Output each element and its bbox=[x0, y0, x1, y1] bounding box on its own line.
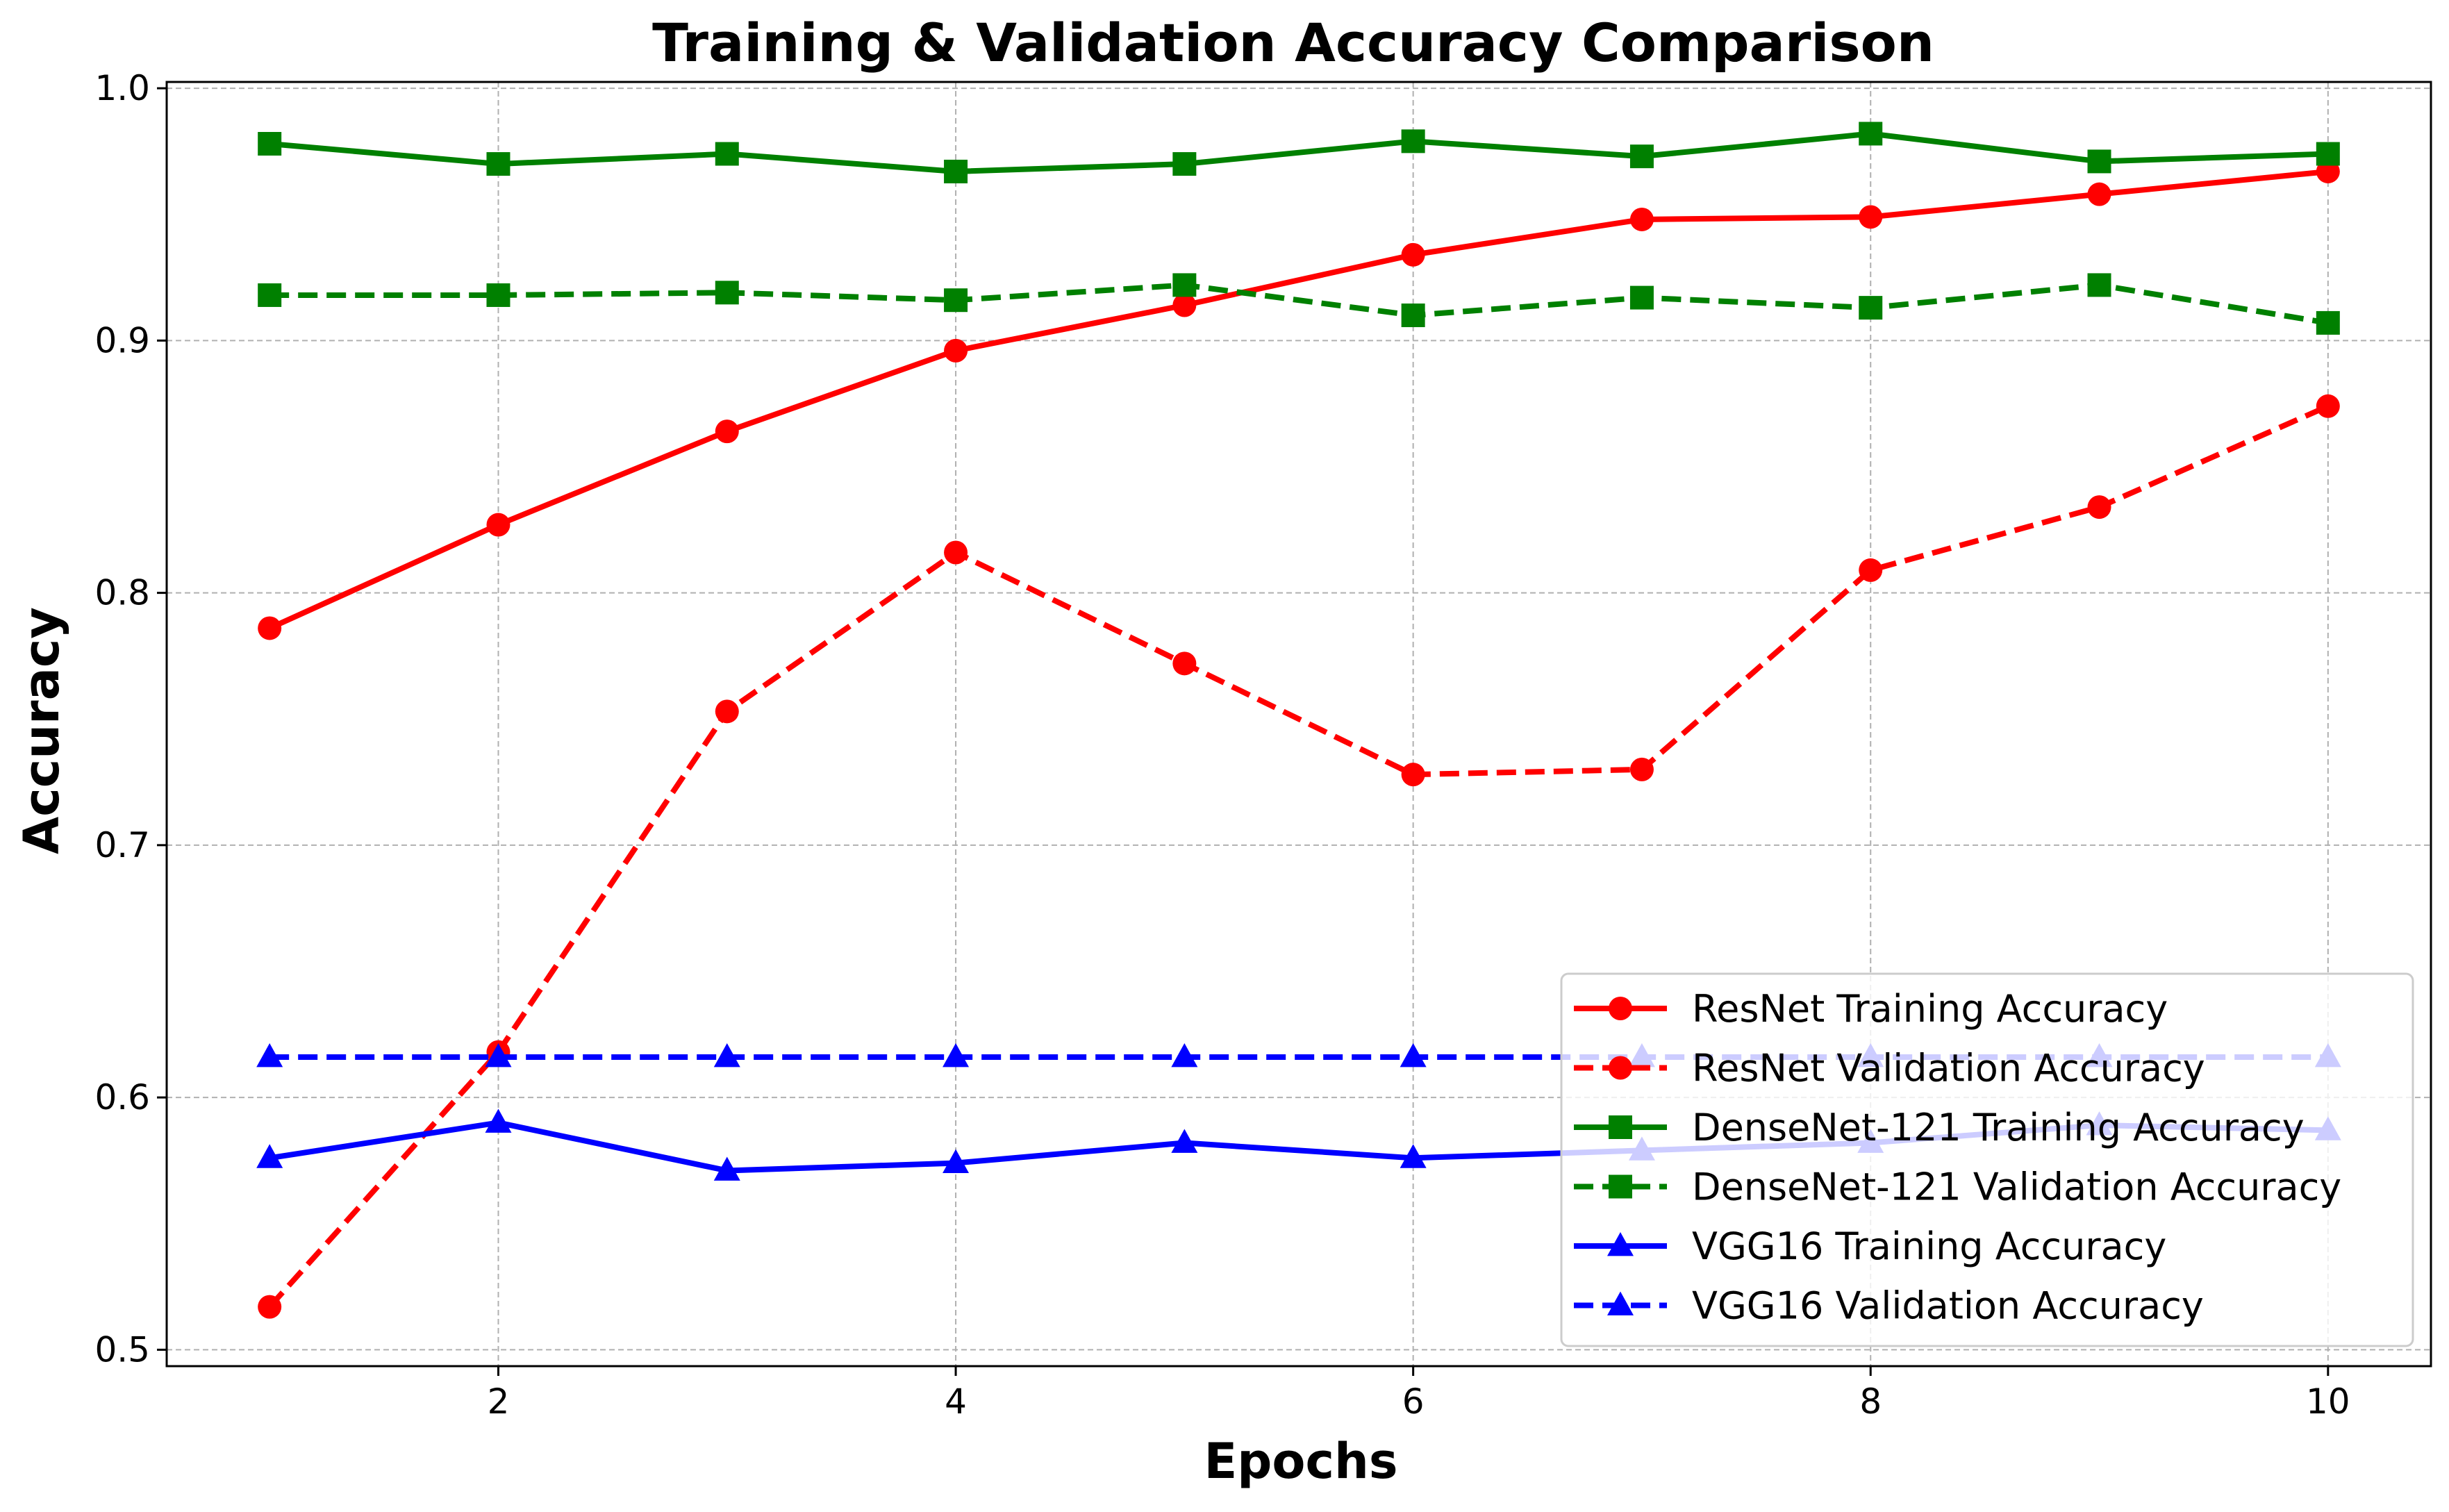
data-point bbox=[485, 1108, 512, 1133]
data-point bbox=[1171, 1129, 1198, 1153]
data-point bbox=[1629, 207, 1654, 231]
data-point bbox=[1401, 242, 1425, 267]
data-point bbox=[1629, 757, 1654, 781]
series-0 bbox=[258, 159, 2340, 640]
series-line bbox=[269, 131, 2328, 174]
y-tick-label: 1.0 bbox=[94, 68, 150, 108]
data-point bbox=[715, 281, 739, 305]
data-point bbox=[486, 283, 510, 307]
data-point bbox=[1401, 763, 1425, 787]
legend-marker bbox=[1609, 1174, 1632, 1199]
x-tick-label: 10 bbox=[2306, 1381, 2350, 1422]
series-1 bbox=[258, 394, 2340, 1319]
series-3 bbox=[258, 273, 2340, 335]
y-tick-label: 0.5 bbox=[94, 1329, 150, 1370]
data-point bbox=[486, 513, 510, 537]
data-point bbox=[258, 131, 282, 156]
data-point bbox=[2316, 394, 2340, 418]
y-tick-label: 0.6 bbox=[94, 1077, 150, 1118]
data-point bbox=[2316, 310, 2340, 335]
data-point bbox=[1859, 122, 1883, 146]
data-point bbox=[715, 699, 739, 724]
legend-box bbox=[1560, 972, 2414, 1347]
series-line bbox=[268, 168, 2329, 631]
data-point bbox=[1172, 273, 1197, 297]
data-point bbox=[1859, 296, 1883, 320]
y-tick-label: 0.9 bbox=[94, 320, 150, 360]
y-tick-label: 0.8 bbox=[94, 573, 150, 613]
legend-label: ResNet Training Accuracy bbox=[1692, 987, 2168, 1031]
x-tick-label: 8 bbox=[1859, 1381, 1882, 1422]
data-point bbox=[944, 288, 968, 313]
series-group bbox=[256, 122, 2341, 1319]
legend-marker bbox=[1607, 1232, 1634, 1256]
data-point bbox=[944, 338, 968, 363]
legend-item: DenseNet-121 Training Accuracy bbox=[1574, 1106, 2305, 1149]
data-point bbox=[944, 540, 968, 565]
legend-label: DenseNet-121 Validation Accuracy bbox=[1692, 1165, 2341, 1209]
series-line bbox=[267, 404, 2330, 1309]
data-point bbox=[1400, 1144, 1427, 1168]
data-point bbox=[258, 283, 282, 307]
data-point bbox=[485, 1043, 512, 1067]
data-point bbox=[1629, 285, 1654, 310]
x-axis-label: Epochs bbox=[1204, 1433, 1397, 1490]
data-point bbox=[1171, 1043, 1198, 1067]
data-point bbox=[1400, 1043, 1427, 1067]
chart-title: Training & Validation Accuracy Compariso… bbox=[652, 12, 1934, 74]
legend-label: ResNet Validation Accuracy bbox=[1692, 1047, 2205, 1090]
data-point bbox=[2087, 182, 2111, 206]
legend-item: VGG16 Validation Accuracy bbox=[1574, 1284, 2204, 1328]
data-point bbox=[1859, 205, 1883, 229]
data-point bbox=[943, 1043, 970, 1067]
data-point bbox=[258, 1295, 282, 1319]
legend-item: DenseNet-121 Validation Accuracy bbox=[1574, 1165, 2341, 1209]
x-tick-label: 2 bbox=[488, 1381, 510, 1422]
data-point bbox=[2087, 273, 2111, 297]
data-point bbox=[2087, 495, 2111, 520]
legend-item: ResNet Validation Accuracy bbox=[1574, 1047, 2205, 1090]
data-point bbox=[715, 142, 739, 166]
data-point bbox=[1629, 144, 1654, 169]
plot-frame bbox=[165, 81, 2432, 1368]
data-point bbox=[713, 1043, 740, 1067]
data-point bbox=[1172, 651, 1197, 676]
legend-marker bbox=[1609, 1115, 1632, 1139]
data-point bbox=[1859, 558, 1883, 582]
axis-ticks: 2 4 6 8 10 0.5 0.6 0.7 0.8 0.9 1.0 bbox=[94, 68, 2350, 1422]
x-tick-label: 6 bbox=[1402, 1381, 1425, 1422]
data-point bbox=[943, 1149, 970, 1173]
x-tick-label: 4 bbox=[945, 1381, 967, 1422]
data-point bbox=[944, 159, 968, 183]
data-point bbox=[2087, 149, 2111, 174]
legend-label: VGG16 Training Accuracy bbox=[1692, 1224, 2166, 1268]
data-point bbox=[715, 419, 739, 444]
legend-marker bbox=[1609, 1056, 1632, 1080]
data-point bbox=[486, 152, 510, 176]
data-point bbox=[1401, 304, 1425, 328]
data-point bbox=[256, 1144, 283, 1168]
data-point bbox=[256, 1043, 283, 1067]
legend-label: DenseNet-121 Training Accuracy bbox=[1692, 1106, 2305, 1149]
data-point bbox=[713, 1156, 740, 1181]
y-tick-label: 0.7 bbox=[94, 825, 150, 865]
legend: ResNet Training Accuracy ResNet Validatio… bbox=[1560, 972, 2414, 1347]
legend-marker bbox=[1607, 1291, 1634, 1315]
legend-item: ResNet Training Accuracy bbox=[1574, 987, 2168, 1031]
data-point bbox=[1401, 129, 1425, 153]
y-axis-label: Accuracy bbox=[13, 607, 70, 854]
data-point bbox=[2316, 142, 2340, 166]
series-line bbox=[269, 282, 2329, 326]
legend-label: VGG16 Validation Accuracy bbox=[1692, 1284, 2204, 1328]
series-2 bbox=[258, 122, 2340, 183]
data-point bbox=[258, 616, 282, 640]
data-point bbox=[1172, 293, 1197, 317]
legend-item: VGG16 Training Accuracy bbox=[1574, 1224, 2166, 1268]
legend-marker bbox=[1609, 997, 1632, 1020]
data-point bbox=[1172, 152, 1197, 176]
